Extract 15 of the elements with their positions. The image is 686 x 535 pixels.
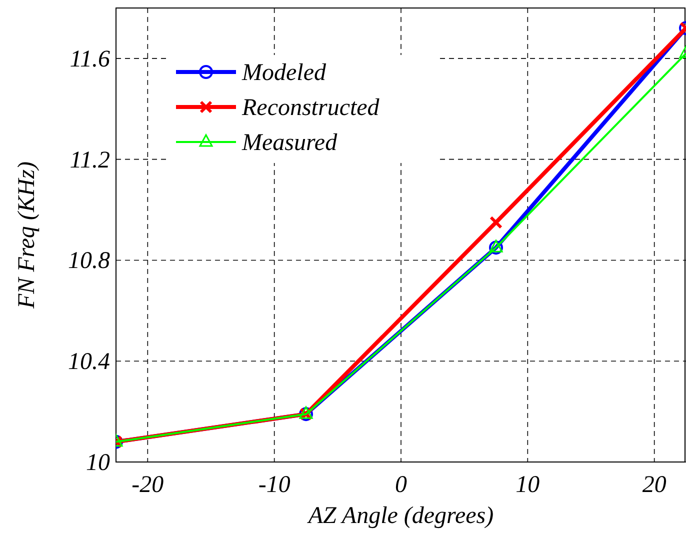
x-tick-label: 20 (642, 472, 666, 498)
y-axis-title: FN Freq (KHz) (14, 161, 40, 310)
y-tick-label: 11.6 (70, 46, 110, 72)
x-tick-label: -10 (258, 472, 290, 498)
y-tick-label: 11.2 (70, 147, 110, 174)
legend-label: Modeled (241, 60, 327, 86)
legend-label: Measured (241, 130, 338, 156)
y-tick-label: 10.8 (68, 248, 110, 274)
x-tick-label: 0 (395, 472, 407, 498)
x-tick-label: 10 (516, 472, 540, 498)
y-tick-label: 10.4 (68, 349, 110, 376)
x-axis-title: AZ Angle (degrees) (306, 503, 494, 529)
x-tick-label: -20 (132, 472, 164, 498)
y-tick-label: 10 (86, 450, 110, 476)
legend-label: Reconstructed (241, 95, 380, 121)
